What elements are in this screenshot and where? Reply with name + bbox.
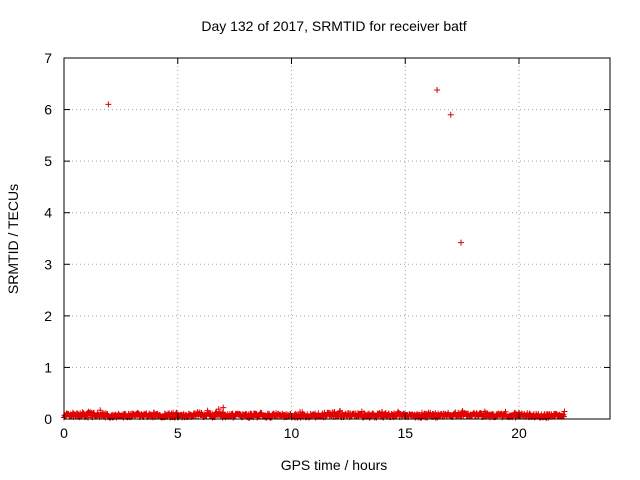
x-tick-label: 5: [174, 425, 182, 441]
band-point: [215, 406, 222, 413]
label-layer: Day 132 of 2017, SRMTID for receiver bat…: [5, 18, 467, 473]
y-tick-label: 5: [44, 153, 52, 169]
x-axis-label: GPS time / hours: [281, 457, 388, 473]
y-tick-label: 3: [44, 256, 52, 272]
x-tick-label: 10: [284, 425, 300, 441]
outlier-point: [220, 404, 227, 411]
x-tick-label: 0: [60, 425, 68, 441]
x-tick-label: 20: [511, 425, 527, 441]
y-tick-label: 7: [44, 50, 52, 66]
band-point: [502, 408, 509, 415]
band-point: [209, 410, 216, 417]
band-point: [385, 410, 392, 417]
band-point: [336, 408, 343, 415]
data-layer: [61, 86, 568, 421]
outlier-point: [105, 101, 112, 108]
x-tick-label: 15: [397, 425, 413, 441]
band-point: [380, 414, 387, 421]
plot-frame: [63, 57, 611, 420]
band-point: [561, 408, 568, 415]
chart-title: Day 132 of 2017, SRMTID for receiver bat…: [201, 18, 466, 34]
y-tick-label: 4: [44, 205, 52, 221]
band-point: [265, 410, 272, 417]
tick-layer: 0 5 10 15 20 0 1 2 3 4 5 6 7: [44, 50, 610, 441]
band-point: [97, 407, 104, 414]
y-tick-label: 6: [44, 102, 52, 118]
outlier-point: [457, 239, 464, 246]
y-tick-label: 0: [44, 411, 52, 427]
y-axis-label: SRMTID / TECUs: [5, 184, 21, 294]
outlier-point: [447, 111, 454, 118]
outlier-point: [434, 86, 441, 93]
band-point: [258, 409, 265, 416]
y-tick-label: 2: [44, 308, 52, 324]
grid-layer: [64, 58, 610, 419]
band-point: [559, 413, 566, 420]
y-tick-label: 1: [44, 359, 52, 375]
